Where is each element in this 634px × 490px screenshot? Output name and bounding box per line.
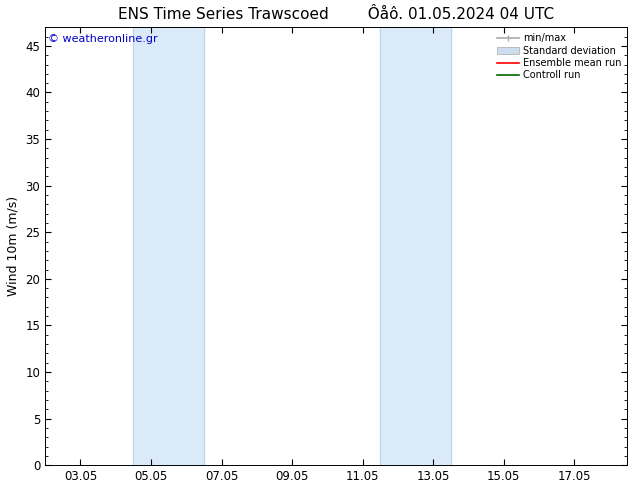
Title: ENS Time Series Trawscoed        Ôåô. 01.05.2024 04 UTC: ENS Time Series Trawscoed Ôåô. 01.05.202…: [118, 7, 554, 22]
Legend: min/max, Standard deviation, Ensemble mean run, Controll run: min/max, Standard deviation, Ensemble me…: [496, 32, 622, 81]
Y-axis label: Wind 10m (m/s): Wind 10m (m/s): [7, 196, 20, 296]
Bar: [133, 27, 204, 465]
Bar: [380, 27, 451, 465]
Text: © weatheronline.gr: © weatheronline.gr: [48, 34, 158, 44]
